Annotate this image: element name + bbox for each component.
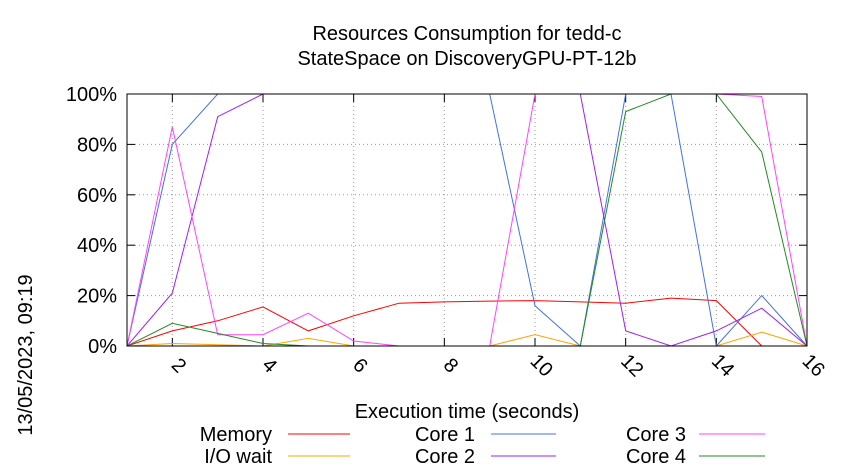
series-line-core-2 xyxy=(126,93,808,347)
x-tick-label: 12 xyxy=(616,350,647,381)
y-axis-ticks: 0% 20% 40% 60% 80% 100% xyxy=(66,84,807,358)
plot-frame xyxy=(126,93,808,347)
series-line-core-3 xyxy=(126,93,808,347)
x-axis-ticks: 2 4 6 8 10 12 14 16 xyxy=(167,94,829,381)
x-tick-label: 6 xyxy=(348,354,371,377)
series-line-memory xyxy=(126,297,807,347)
legend-label-memory: Memory xyxy=(200,424,272,446)
x-tick-label: 8 xyxy=(439,354,462,377)
y-tick-label: 0% xyxy=(88,336,117,358)
x-tick-label: 2 xyxy=(167,354,190,377)
legend-label-core-4: Core 4 xyxy=(626,446,686,468)
y-tick-label: 40% xyxy=(77,235,117,257)
y-tick-label: 80% xyxy=(77,134,117,156)
legend-label-core-1: Core 1 xyxy=(415,424,475,446)
series-line-core-4 xyxy=(126,93,808,347)
y-tick-label: 20% xyxy=(77,286,117,308)
legend-label-core-3: Core 3 xyxy=(626,424,686,446)
chart-title-line-1: Resources Consumption for tedd-c xyxy=(312,23,621,45)
legend-label-i-o-wait: I/O wait xyxy=(204,446,272,468)
x-axis-label: Execution time (seconds) xyxy=(355,401,580,423)
timestamp-label: 13/05/2023, 09:19 xyxy=(15,274,37,435)
series-line-core-1 xyxy=(126,93,808,348)
y-tick-label: 100% xyxy=(66,84,117,106)
x-tick-label: 4 xyxy=(258,354,281,377)
grid xyxy=(127,94,807,346)
x-tick-label: 14 xyxy=(707,350,738,381)
y-tick-label: 60% xyxy=(77,185,117,207)
series-lines xyxy=(126,93,808,348)
x-tick-label: 10 xyxy=(526,350,557,381)
x-tick-label: 16 xyxy=(798,350,829,381)
chart-title-line-2: StateSpace on DiscoveryGPU-PT-12b xyxy=(297,48,636,70)
legend-label-core-2: Core 2 xyxy=(415,446,475,468)
